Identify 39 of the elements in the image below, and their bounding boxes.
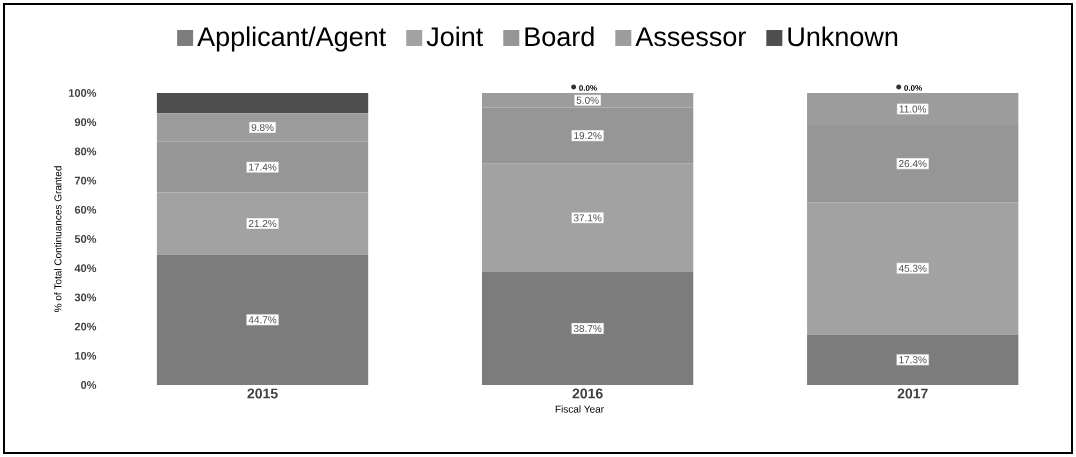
y-tick-label: 10% [75, 351, 97, 360]
bar [481, 271, 694, 385]
y-tick-label: 100% [69, 89, 97, 97]
y-axis-title: % of Total Continuances Granted [54, 166, 62, 312]
y-tick-label: 80% [74, 147, 97, 156]
y-tick-label: 40% [74, 264, 97, 273]
data-label: 11.0% [899, 105, 927, 113]
data-label: 0.0% [904, 85, 922, 91]
legend-label: Assessor [635, 27, 746, 47]
data-label: 9.8% [251, 123, 274, 131]
y-tick-label: 20% [74, 322, 97, 331]
bar [807, 334, 1019, 385]
data-label: 21.2% [248, 219, 277, 228]
y-tick-label: 50% [74, 235, 97, 243]
y-tick-label: 0% [81, 381, 97, 389]
legend-label: Joint [426, 26, 484, 47]
bar [156, 254, 369, 385]
data-label: 19.2% [574, 132, 602, 140]
x-tick-label: 2015 [247, 388, 278, 399]
data-label: 17.3% [899, 356, 927, 364]
data-label: 44.7% [248, 316, 277, 324]
y-tick-label: 90% [74, 118, 97, 127]
bar [156, 92, 369, 114]
data-label: 37.1% [573, 214, 602, 222]
y-tick-label: 60% [74, 205, 97, 214]
y-tick-label: 70% [74, 176, 97, 185]
legend-label: Board [525, 26, 594, 47]
data-label: 45.3% [898, 264, 927, 272]
data-label: 0.0% [579, 85, 597, 91]
data-label: 17.4% [249, 163, 277, 171]
legend-label: Applicant/Agent [197, 26, 387, 52]
x-tick-label: 2017 [897, 388, 928, 399]
legend-label: Unknown [788, 26, 898, 47]
data-label: 26.4% [899, 160, 927, 168]
x-tick-label: 2016 [572, 388, 603, 399]
x-axis-title: Fiscal Year [555, 405, 604, 413]
data-label: 38.7% [573, 324, 602, 333]
data-label: 5.0% [576, 96, 599, 104]
y-tick-label: 30% [74, 293, 97, 302]
